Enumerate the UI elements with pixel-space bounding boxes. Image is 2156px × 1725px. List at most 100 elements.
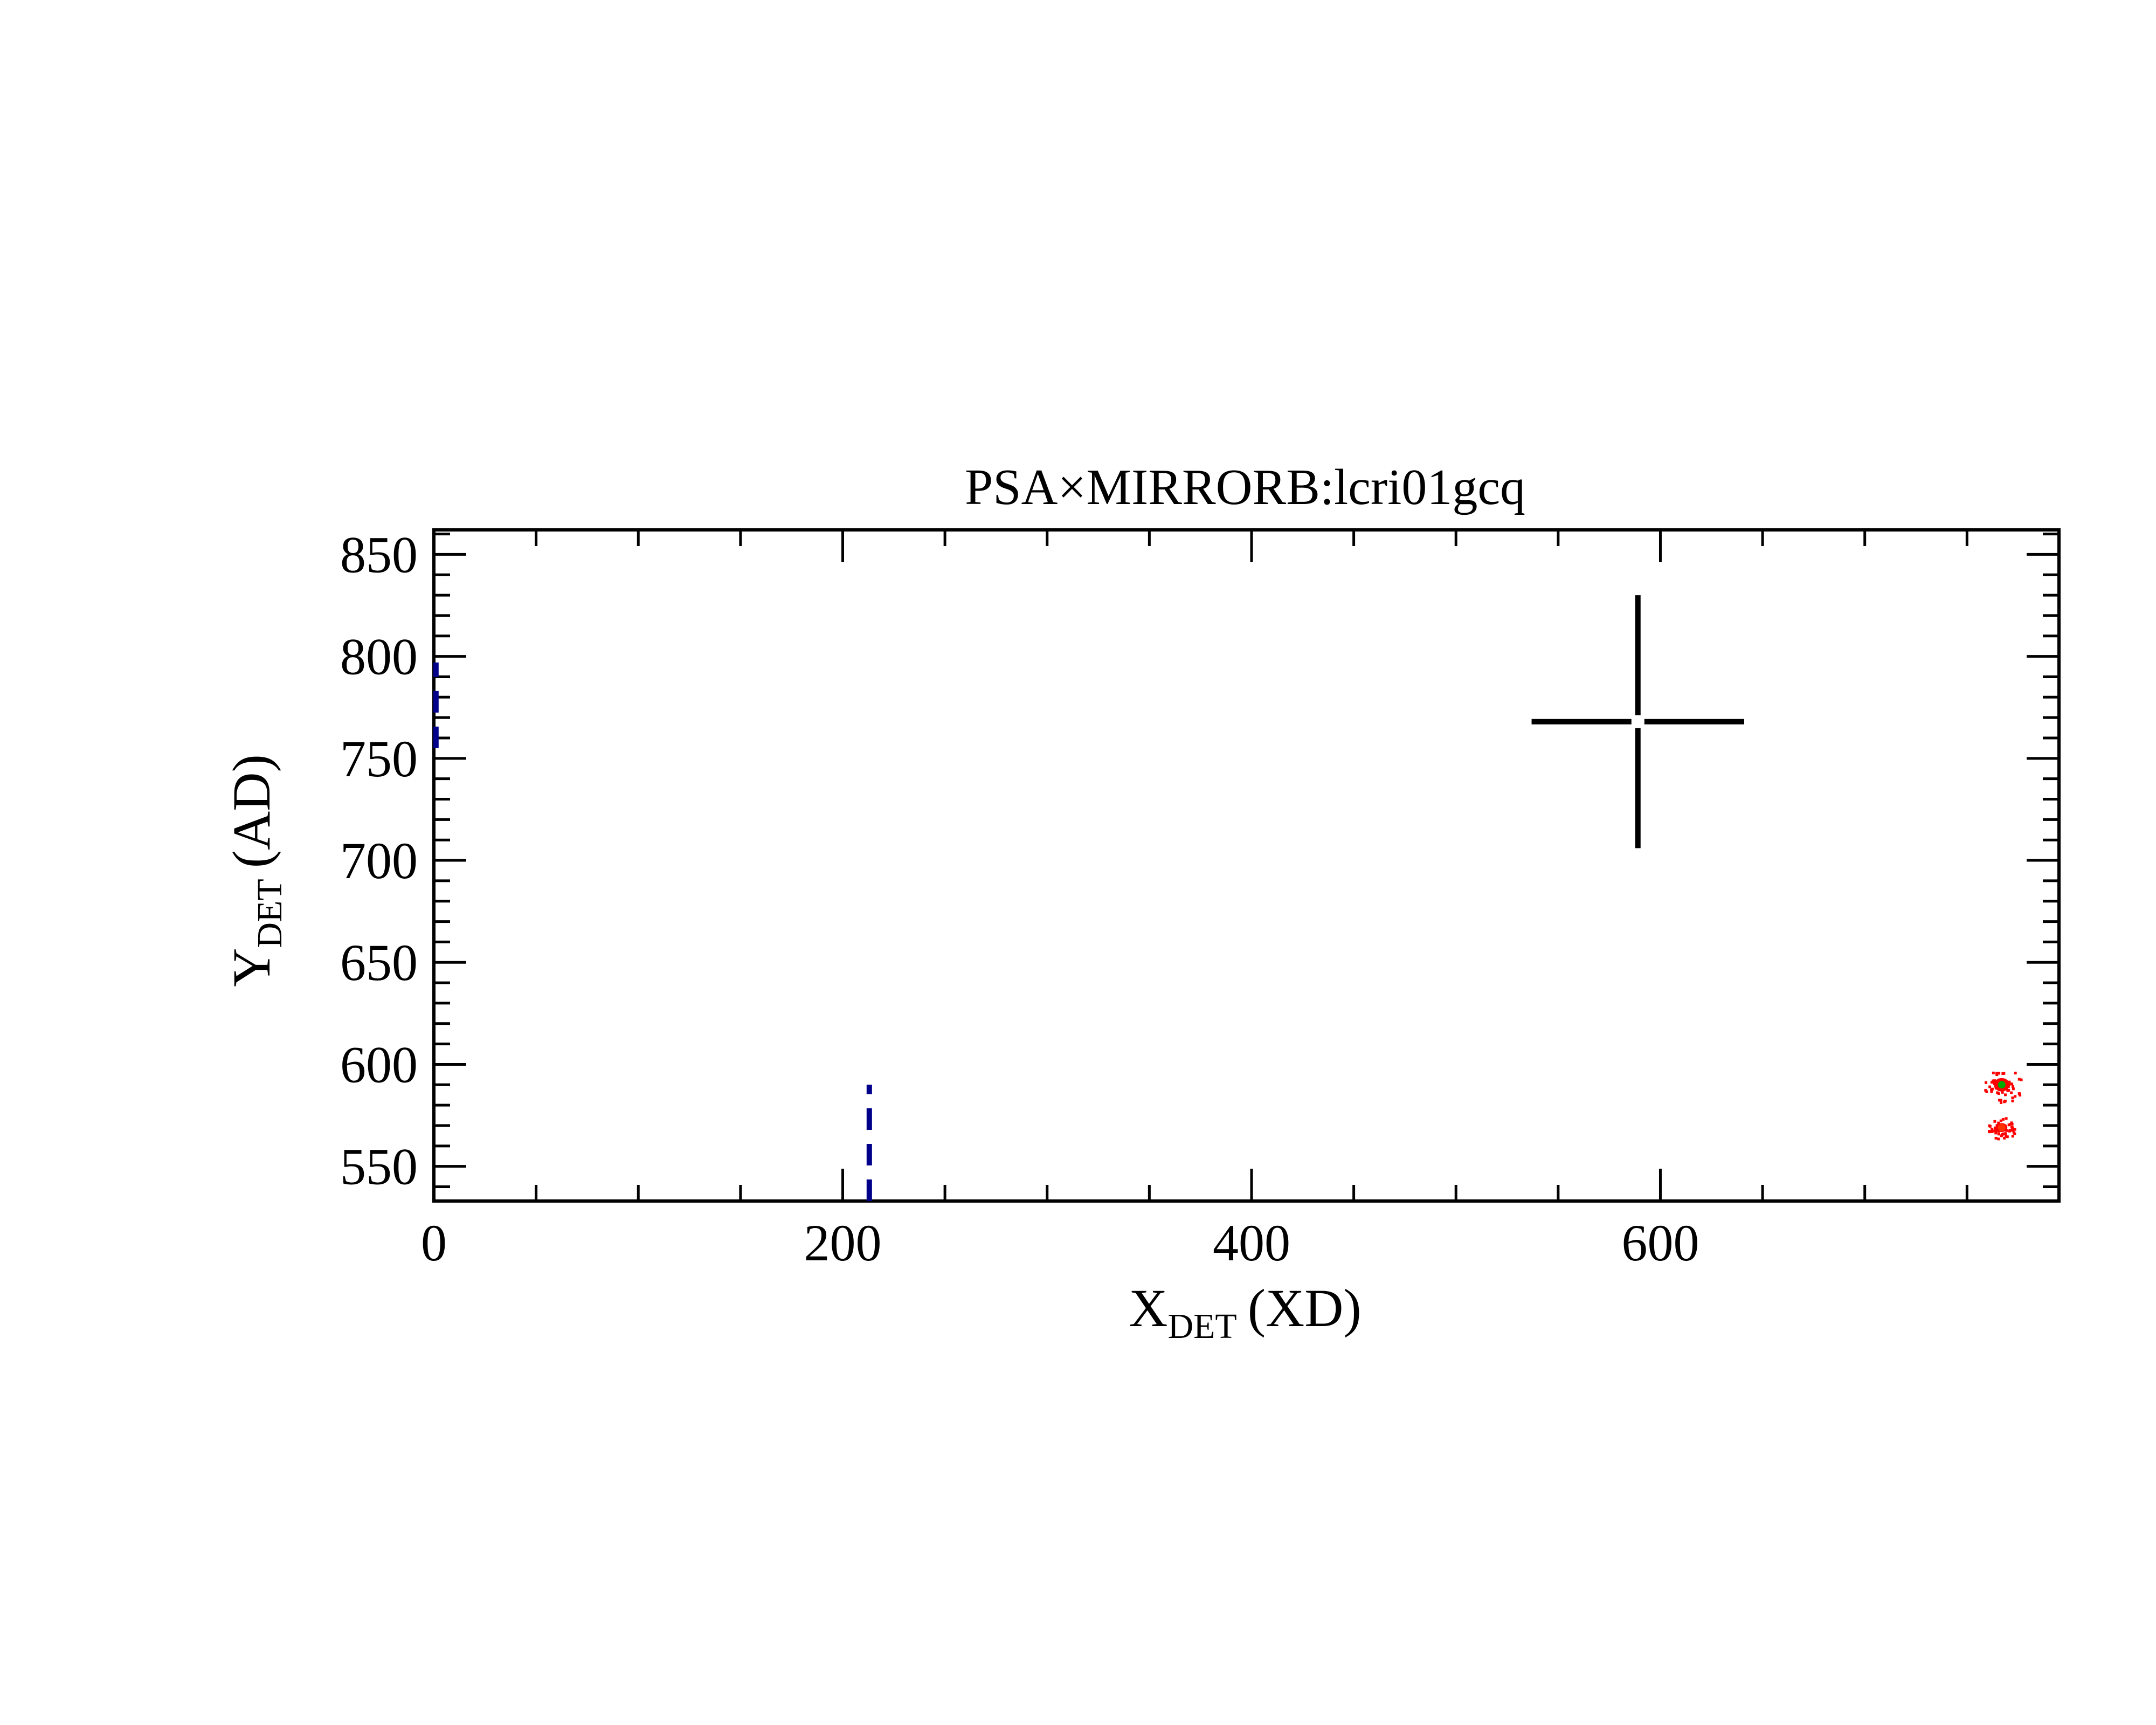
event-point xyxy=(2003,1099,2007,1102)
event-point xyxy=(1997,1133,2000,1136)
event-point xyxy=(2003,1124,2007,1128)
y-tick-label: 800 xyxy=(340,628,418,686)
x-axis-label: XDET (XD) xyxy=(1129,1278,1362,1346)
event-point xyxy=(2017,1078,2021,1081)
event-point xyxy=(2010,1126,2013,1129)
event-point xyxy=(1998,1072,2001,1075)
event-point xyxy=(1995,1072,1999,1075)
y-axis-label-sub: DET xyxy=(250,879,289,948)
event-point xyxy=(2010,1082,2014,1086)
event-point xyxy=(1991,1087,1994,1091)
event-point xyxy=(2005,1129,2008,1132)
event-point xyxy=(1993,1120,1996,1123)
event-point xyxy=(2003,1128,2007,1131)
y-axis-label-main: Y xyxy=(222,948,281,987)
event-point xyxy=(2011,1099,2014,1102)
event-point xyxy=(2010,1091,2013,1094)
event-point xyxy=(1990,1081,1993,1084)
event-point xyxy=(1996,1128,1999,1131)
event-spot-center xyxy=(1998,1081,2006,1089)
event-point xyxy=(1997,1092,2000,1095)
event-point xyxy=(1984,1089,1987,1092)
y-axis-label-unit: (AD) xyxy=(222,754,281,868)
event-point xyxy=(1993,1127,1996,1130)
event-point xyxy=(2010,1121,2013,1124)
event-point xyxy=(1995,1129,1998,1133)
x-axis-label-unit: (XD) xyxy=(1248,1278,1362,1338)
event-point xyxy=(1998,1129,2001,1133)
event-point xyxy=(1992,1079,1995,1082)
event-point xyxy=(2000,1101,2003,1104)
event-point xyxy=(2007,1085,2010,1088)
event-point xyxy=(2012,1087,2015,1091)
event-point xyxy=(2001,1091,2004,1094)
event-point xyxy=(1998,1078,2001,1081)
event-point xyxy=(2014,1072,2017,1075)
event-point xyxy=(1994,1086,1998,1089)
x-axis-ticks: 0 200 400 600 xyxy=(421,530,1968,1272)
x-tick-label: 600 xyxy=(1621,1214,1699,1272)
event-point xyxy=(1988,1124,1991,1127)
event-point xyxy=(2001,1133,2004,1136)
event-point xyxy=(2009,1122,2012,1126)
x-tick-label: 200 xyxy=(804,1214,881,1272)
event-point xyxy=(2011,1135,2014,1138)
event-point xyxy=(1993,1082,1996,1086)
event-point xyxy=(2004,1093,2007,1096)
event-point xyxy=(2014,1095,2017,1098)
y-tick-label: 600 xyxy=(340,1036,418,1093)
x-axis-label-main: X xyxy=(1129,1278,1167,1338)
y-tick-label: 550 xyxy=(340,1138,418,1196)
event-point xyxy=(1992,1071,1995,1074)
event-point xyxy=(1990,1090,1993,1093)
event-point xyxy=(1994,1131,1998,1135)
y-axis-ticks: 550 600 650 700 750 800 850 xyxy=(340,526,2059,1196)
event-point xyxy=(2013,1132,2016,1135)
y-axis-label: YDET (AD) xyxy=(222,754,289,987)
x-axis-label-sub: DET xyxy=(1167,1307,1236,1346)
event-point xyxy=(2012,1131,2015,1134)
event-point xyxy=(1991,1128,1994,1131)
y-tick-label: 650 xyxy=(340,934,418,991)
x-tick-label: 400 xyxy=(1213,1214,1290,1272)
event-point xyxy=(1997,1137,2000,1141)
event-point xyxy=(2012,1129,2015,1132)
event-point xyxy=(1998,1099,2001,1102)
event-point xyxy=(1996,1091,1999,1094)
event-point xyxy=(2006,1135,2009,1138)
event-point xyxy=(2001,1072,2005,1075)
event-point xyxy=(2020,1078,2023,1081)
event-point xyxy=(2006,1089,2009,1092)
x-tick-label: 0 xyxy=(421,1214,447,1272)
event-point xyxy=(2007,1123,2010,1127)
event-point xyxy=(2005,1081,2008,1084)
event-point xyxy=(1988,1085,1992,1088)
event-point xyxy=(2009,1129,2012,1132)
event-point xyxy=(1985,1090,1988,1093)
event-point xyxy=(1992,1129,1995,1133)
event-spot-center xyxy=(1998,1123,2006,1131)
event-point xyxy=(2003,1136,2006,1140)
event-point xyxy=(1991,1130,1994,1133)
event-point xyxy=(1999,1119,2002,1122)
event-point xyxy=(2008,1080,2011,1084)
event-point xyxy=(1999,1099,2002,1102)
event-point xyxy=(1997,1122,2000,1126)
event-point xyxy=(2004,1132,2007,1135)
event-point xyxy=(1988,1130,1991,1133)
event-point xyxy=(1985,1081,1988,1084)
event-point xyxy=(2011,1096,2014,1100)
event-point xyxy=(2007,1083,2010,1086)
event-point xyxy=(2001,1117,2005,1121)
event-point xyxy=(1995,1124,1999,1127)
chart-title: PSA×MIRRORB:lcri01gcq xyxy=(965,459,1525,515)
plot-marks xyxy=(433,595,2023,1201)
event-point xyxy=(2013,1128,2016,1131)
event-point xyxy=(2011,1085,2014,1088)
y-tick-label: 750 xyxy=(340,730,418,788)
y-tick-label: 850 xyxy=(340,526,418,583)
event-point xyxy=(2002,1132,2006,1135)
event-point xyxy=(2019,1094,2022,1097)
event-point xyxy=(2005,1117,2008,1120)
